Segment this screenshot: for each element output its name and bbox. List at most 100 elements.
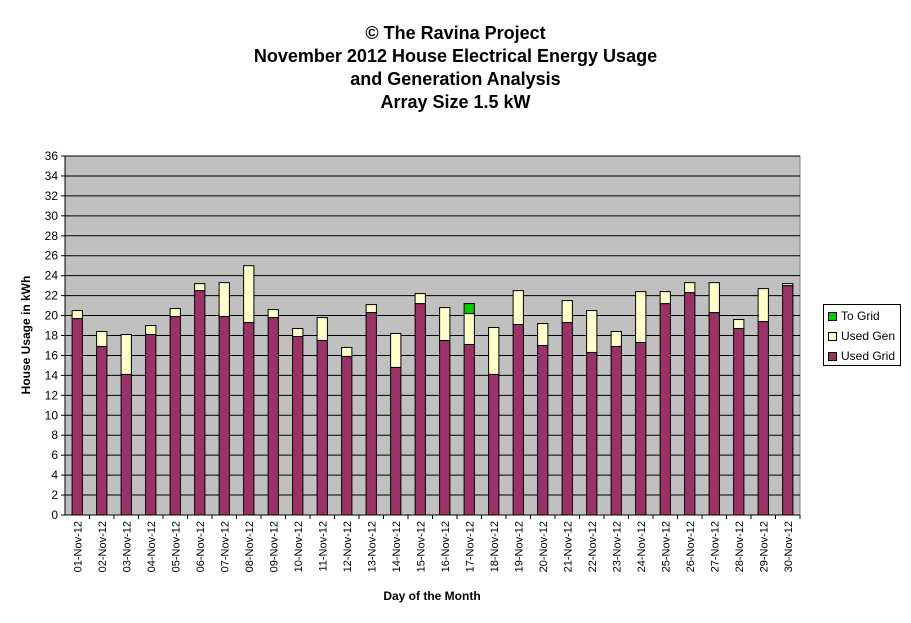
bar-used-gen bbox=[194, 283, 206, 292]
y-tick-label: 16 bbox=[45, 348, 59, 362]
x-tick-label: 14-Nov-12 bbox=[391, 521, 403, 572]
y-tick-label: 20 bbox=[45, 309, 59, 323]
legend-swatch-used-gen bbox=[828, 331, 837, 341]
bar-used-gen bbox=[267, 309, 279, 319]
x-tick-label: 03-Nov-12 bbox=[121, 521, 133, 572]
x-tick-label: 10-Nov-12 bbox=[293, 521, 305, 572]
bar-used-gen bbox=[414, 293, 426, 305]
x-tick-label: 19-Nov-12 bbox=[513, 521, 525, 572]
bar-used-grid bbox=[561, 322, 573, 516]
bar-used-grid bbox=[365, 312, 377, 516]
y-tick-label: 0 bbox=[51, 508, 58, 522]
bar-used-grid bbox=[439, 339, 451, 516]
y-tick-label: 18 bbox=[45, 329, 59, 343]
bar-used-grid bbox=[71, 318, 83, 516]
x-tick-label: 20-Nov-12 bbox=[538, 521, 550, 572]
x-axis-title: Day of the Month bbox=[383, 589, 480, 603]
bar-to-grid bbox=[463, 303, 475, 315]
x-tick-label: 02-Nov-12 bbox=[97, 521, 109, 572]
y-tick-label: 30 bbox=[45, 209, 59, 223]
x-tick-label: 08-Nov-12 bbox=[244, 521, 256, 572]
x-tick-label: 16-Nov-12 bbox=[440, 521, 452, 572]
title-line-4: Array Size 1.5 kW bbox=[380, 92, 531, 112]
bar-used-gen bbox=[365, 304, 377, 314]
bar-used-grid bbox=[635, 341, 647, 516]
x-tick-label: 29-Nov-12 bbox=[758, 521, 770, 572]
y-tick-label: 26 bbox=[45, 249, 59, 263]
bar-used-gen bbox=[218, 282, 230, 318]
bar-used-grid bbox=[684, 292, 696, 516]
legend-label-used-grid: Used Grid bbox=[841, 349, 896, 363]
bar-used-gen bbox=[120, 334, 132, 375]
x-tick-label: 26-Nov-12 bbox=[685, 521, 697, 572]
bar-used-grid bbox=[488, 373, 500, 516]
y-tick-label: 6 bbox=[51, 448, 58, 462]
y-tick-label: 14 bbox=[45, 368, 59, 382]
x-tick-label: 22-Nov-12 bbox=[587, 521, 599, 572]
x-tick-label: 13-Nov-12 bbox=[366, 521, 378, 572]
bar-used-grid bbox=[610, 345, 622, 516]
x-tick-label: 23-Nov-12 bbox=[611, 521, 623, 572]
legend-swatch-to-grid bbox=[828, 311, 837, 321]
y-tick-label: 36 bbox=[45, 149, 59, 163]
x-tick-label: 15-Nov-12 bbox=[415, 521, 427, 572]
bar-used-gen bbox=[537, 323, 549, 346]
legend-label-to-grid: To Grid bbox=[841, 309, 880, 323]
bar-used-grid bbox=[194, 290, 206, 516]
bar-used-grid bbox=[316, 339, 328, 516]
bar-used-grid bbox=[390, 366, 402, 516]
bar-used-gen bbox=[71, 310, 83, 320]
bar-used-grid bbox=[169, 316, 181, 516]
bar-used-grid bbox=[757, 321, 769, 516]
bar-used-gen bbox=[316, 317, 328, 341]
bar-used-gen bbox=[610, 331, 622, 347]
bar-used-grid bbox=[145, 334, 157, 516]
legend-item-to-grid: To Grid bbox=[828, 309, 880, 323]
y-tick-label: 24 bbox=[45, 269, 59, 283]
x-tick-labels: 01-Nov-12 02-Nov-12 03-Nov-12 04-Nov-12 05-N… bbox=[72, 521, 795, 572]
x-tick-label: 12-Nov-12 bbox=[342, 521, 354, 572]
y-tick-label: 10 bbox=[45, 408, 59, 422]
y-tick-label: 2 bbox=[51, 488, 58, 502]
bar-used-gen bbox=[561, 300, 573, 324]
bar-used-gen bbox=[169, 308, 181, 318]
gridlines bbox=[65, 155, 800, 496]
bar-used-gen bbox=[488, 327, 500, 375]
bar-used-grid bbox=[96, 345, 108, 516]
bar-used-grid bbox=[708, 312, 720, 516]
bar-used-gen bbox=[684, 282, 696, 294]
x-tick-label: 04-Nov-12 bbox=[146, 521, 158, 572]
x-tick-label: 05-Nov-12 bbox=[170, 521, 182, 572]
y-tick-label: 8 bbox=[51, 428, 58, 442]
bar-used-grid bbox=[120, 373, 132, 516]
bar-used-grid bbox=[243, 322, 255, 516]
bar-used-grid bbox=[267, 317, 279, 516]
bar-used-grid bbox=[512, 324, 524, 516]
y-tick-label: 32 bbox=[45, 189, 59, 203]
legend-item-used-grid: Used Grid bbox=[828, 349, 895, 363]
bar-used-grid bbox=[659, 303, 671, 516]
bar-used-gen bbox=[292, 328, 304, 337]
bar-used-gen bbox=[586, 310, 598, 353]
y-axis-title: House Usage in kWh bbox=[19, 276, 33, 395]
chart-title: © The Ravina Project November 2012 House… bbox=[0, 22, 911, 114]
x-tick-label: 11-Nov-12 bbox=[317, 521, 329, 572]
bar-used-gen bbox=[96, 331, 108, 347]
bar-used-gen bbox=[512, 290, 524, 326]
x-tick-label: 27-Nov-12 bbox=[709, 521, 721, 572]
title-line-3: and Generation Analysis bbox=[350, 69, 561, 89]
x-tick-label: 30-Nov-12 bbox=[783, 521, 795, 572]
x-tick-label: 01-Nov-12 bbox=[72, 521, 84, 572]
legend-label-used-gen: Used Gen bbox=[841, 329, 896, 343]
y-tick-label: 4 bbox=[51, 468, 58, 482]
bar-used-gen bbox=[782, 283, 794, 287]
x-tick-label: 24-Nov-12 bbox=[636, 521, 648, 572]
title-line-1: © The Ravina Project bbox=[365, 23, 546, 43]
bar-used-gen bbox=[733, 319, 745, 330]
legend-item-used-gen: Used Gen bbox=[828, 329, 895, 343]
y-tick-label: 28 bbox=[45, 229, 59, 243]
x-tick-label: 09-Nov-12 bbox=[268, 521, 280, 572]
bar-used-grid bbox=[733, 328, 745, 516]
bar-used-gen bbox=[635, 291, 647, 343]
